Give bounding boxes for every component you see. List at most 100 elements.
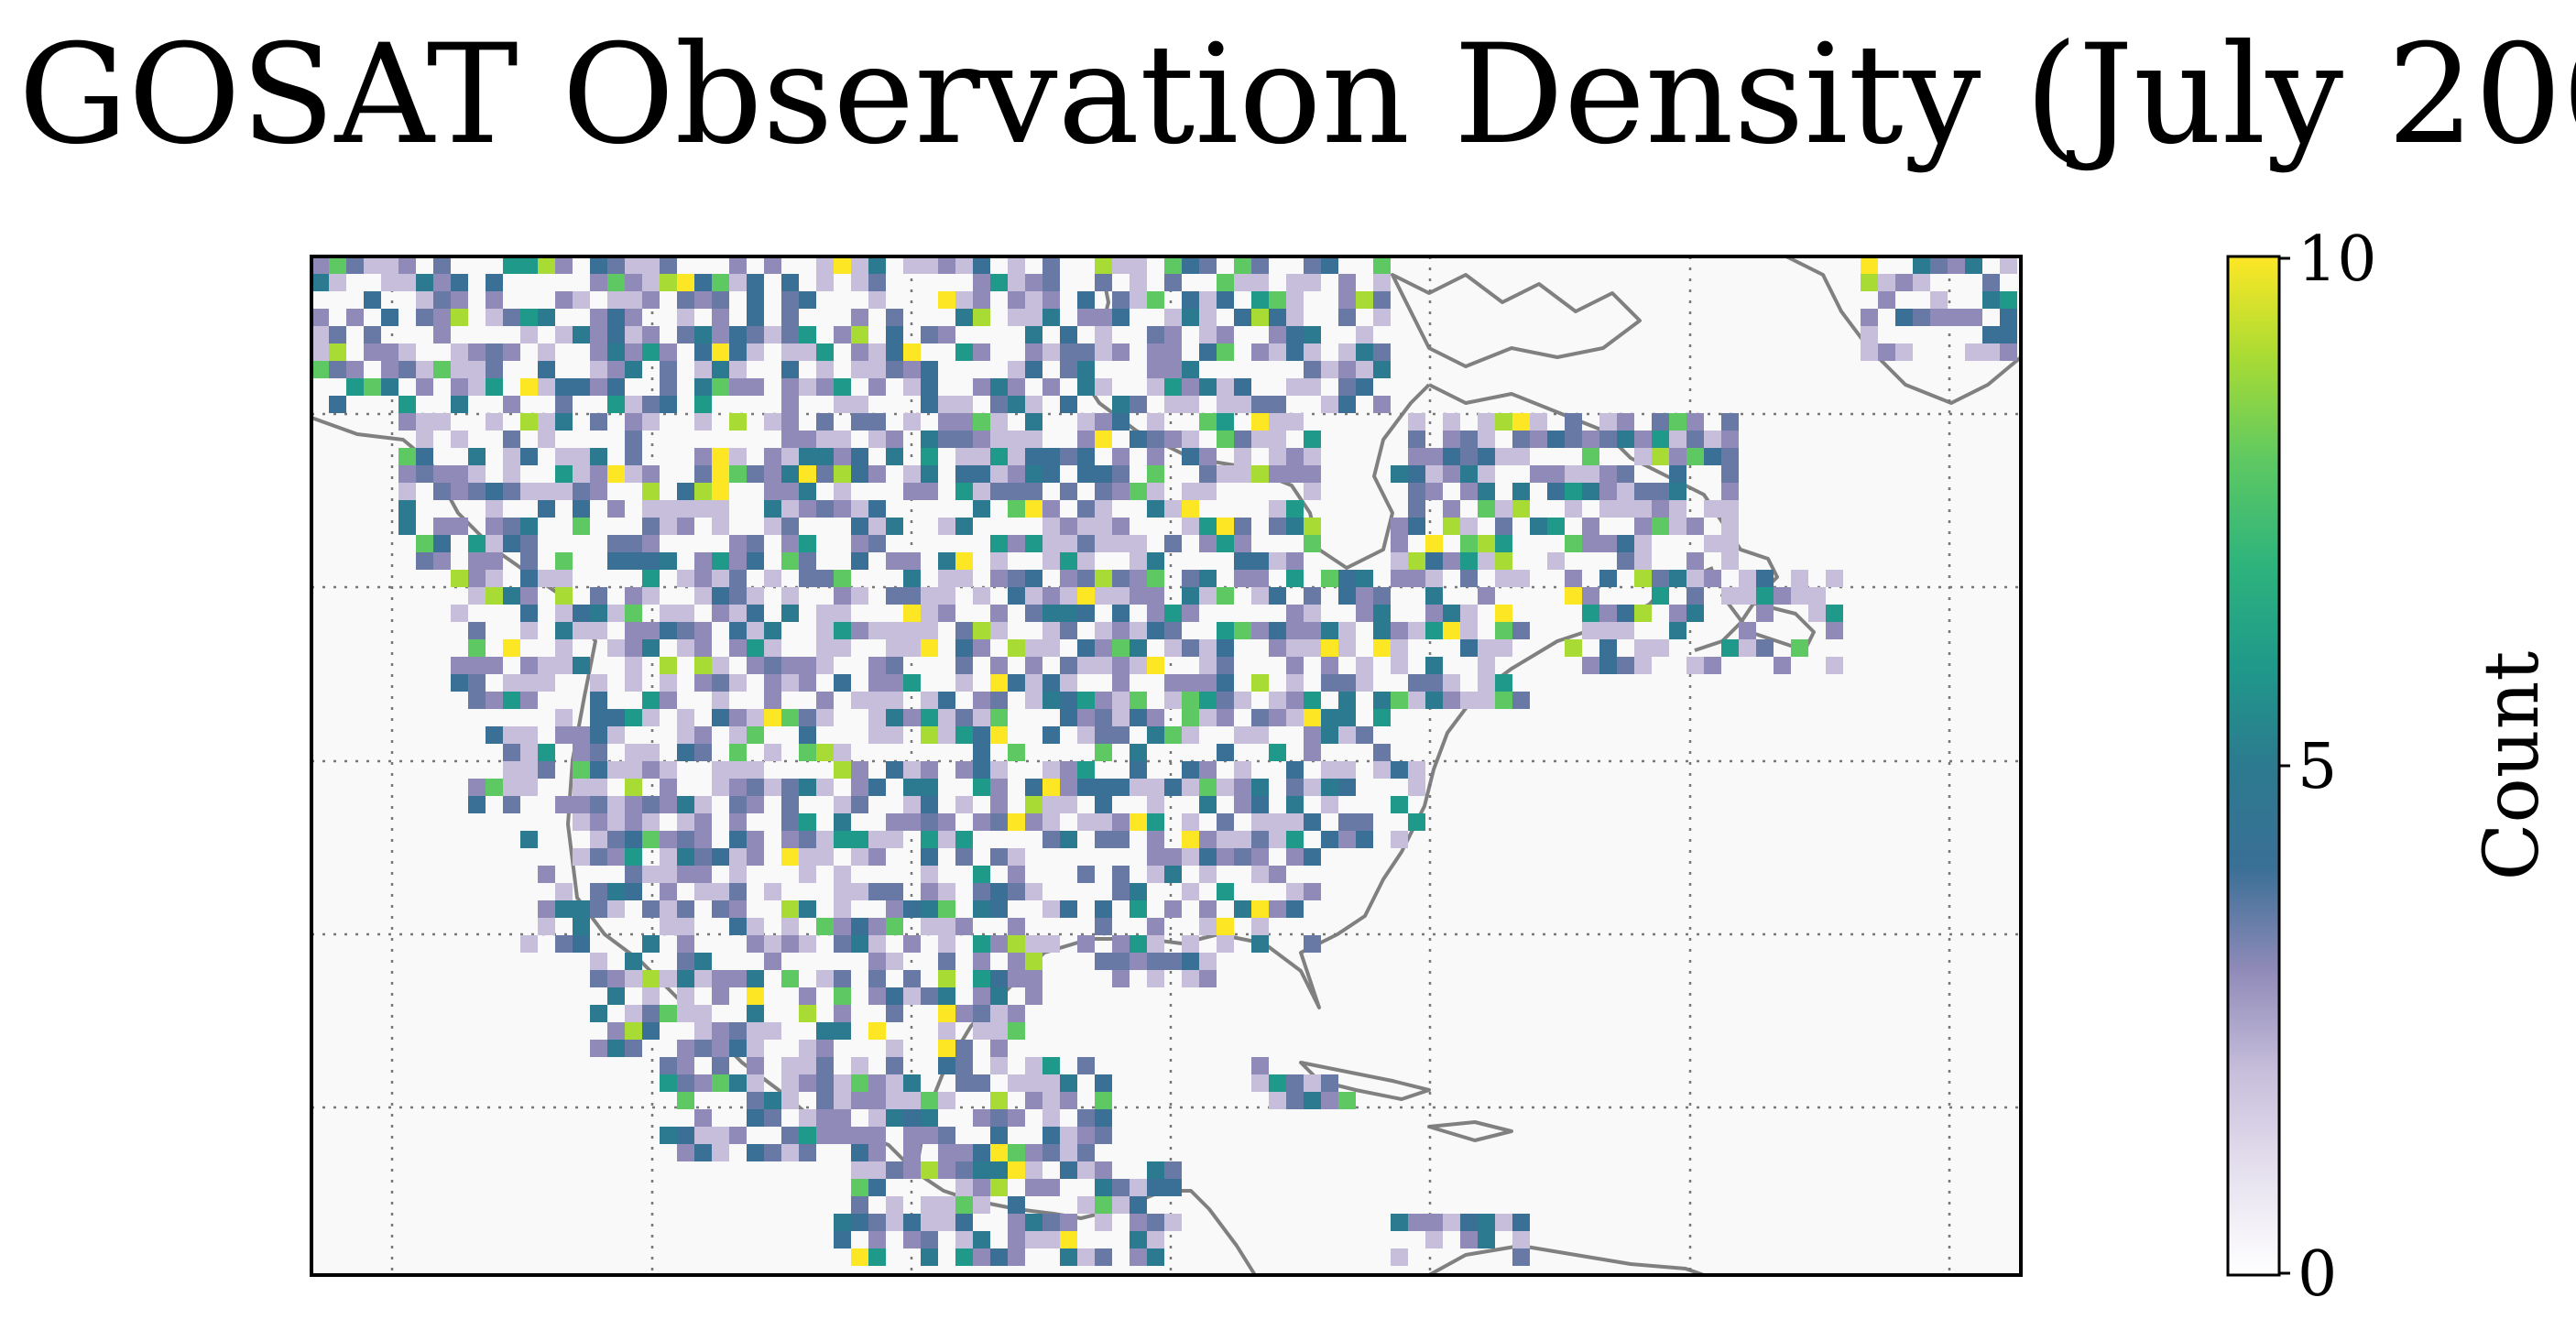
heatmap-cell bbox=[851, 883, 868, 900]
heatmap-cell bbox=[486, 309, 503, 326]
heatmap-cell bbox=[694, 796, 712, 813]
heatmap-cell bbox=[555, 291, 573, 309]
heatmap-cell bbox=[1060, 518, 1077, 535]
heatmap-cell bbox=[1304, 1074, 1321, 1092]
heatmap-cell bbox=[851, 1057, 868, 1074]
heatmap-cell bbox=[712, 1022, 729, 1040]
heatmap-cell bbox=[1599, 535, 1617, 552]
heatmap-cell bbox=[816, 831, 834, 848]
heatmap-cell bbox=[1077, 343, 1095, 361]
heatmap-cell bbox=[625, 1040, 642, 1057]
heatmap-cell bbox=[1251, 622, 1269, 639]
heatmap-cell bbox=[590, 744, 607, 761]
heatmap-cell bbox=[973, 692, 990, 709]
heatmap-cell bbox=[1373, 622, 1391, 639]
heatmap-cell bbox=[868, 1022, 886, 1040]
heatmap-cell bbox=[1356, 657, 1373, 674]
heatmap-cell bbox=[1112, 726, 1130, 744]
heatmap-cell bbox=[799, 552, 816, 570]
heatmap-cell bbox=[973, 500, 990, 518]
heatmap-cell bbox=[573, 326, 590, 343]
heatmap-cell bbox=[816, 639, 834, 657]
heatmap-cell bbox=[1025, 1231, 1042, 1248]
heatmap-cell bbox=[642, 535, 660, 552]
heatmap-cell bbox=[468, 483, 486, 500]
heatmap-cell bbox=[1147, 831, 1164, 848]
heatmap-cell bbox=[973, 726, 990, 744]
heatmap-cell bbox=[868, 535, 886, 552]
heatmap-cell bbox=[1669, 570, 1686, 587]
heatmap-cell bbox=[1060, 343, 1077, 361]
heatmap-cell bbox=[1042, 518, 1060, 535]
heatmap-cell bbox=[955, 709, 973, 726]
heatmap-cell bbox=[694, 587, 712, 605]
heatmap-cell bbox=[2000, 291, 2017, 309]
heatmap-cell bbox=[1391, 465, 1408, 483]
heatmap-cell bbox=[712, 987, 729, 1005]
heatmap-cell bbox=[764, 744, 781, 761]
heatmap-cell bbox=[799, 570, 816, 587]
heatmap-cell bbox=[1251, 274, 1269, 291]
heatmap-cell bbox=[1686, 657, 1704, 674]
heatmap-cell bbox=[816, 431, 834, 448]
heatmap-cell bbox=[1826, 605, 1843, 622]
heatmap-cell bbox=[538, 866, 555, 883]
heatmap-cell bbox=[1756, 570, 1774, 587]
heatmap-cell bbox=[903, 813, 921, 831]
heatmap-cell bbox=[1199, 674, 1217, 692]
heatmap-cell bbox=[1878, 343, 1895, 361]
heatmap-cell bbox=[1008, 674, 1025, 692]
heatmap-cell bbox=[1617, 657, 1634, 674]
heatmap-cell bbox=[520, 605, 538, 622]
heatmap-cell bbox=[1739, 622, 1756, 639]
heatmap-cell bbox=[329, 396, 346, 413]
heatmap-cell bbox=[868, 935, 886, 953]
heatmap-cell bbox=[1356, 831, 1373, 848]
heatmap-cell bbox=[555, 413, 573, 431]
heatmap-cell bbox=[625, 361, 642, 378]
heatmap-cell bbox=[938, 518, 955, 535]
heatmap-cell bbox=[1095, 378, 1112, 396]
heatmap-cell bbox=[1286, 831, 1304, 848]
heatmap-cell bbox=[642, 291, 660, 309]
heatmap-cell bbox=[921, 796, 938, 813]
heatmap-cell bbox=[1478, 483, 1495, 500]
heatmap-cell bbox=[1652, 413, 1669, 431]
heatmap-cell bbox=[1721, 518, 1739, 535]
heatmap-cell bbox=[1025, 883, 1042, 900]
heatmap-cell bbox=[1478, 413, 1495, 431]
heatmap-cell bbox=[1721, 639, 1739, 657]
heatmap-cell bbox=[764, 657, 781, 674]
heatmap-cell bbox=[1130, 1214, 1147, 1231]
heatmap-cell bbox=[1443, 465, 1460, 483]
heatmap-cell bbox=[555, 448, 573, 465]
heatmap-cell bbox=[1356, 674, 1373, 692]
heatmap-cell bbox=[834, 587, 851, 605]
heatmap-cell bbox=[694, 883, 712, 900]
heatmap-cell bbox=[1652, 518, 1669, 535]
heatmap-cell bbox=[955, 657, 973, 674]
heatmap-cell bbox=[1025, 483, 1042, 500]
heatmap-cell bbox=[660, 1127, 677, 1144]
heatmap-cell bbox=[1217, 848, 1234, 866]
heatmap-cell bbox=[1077, 761, 1095, 779]
heatmap-cell bbox=[1077, 813, 1095, 831]
heatmap-cell bbox=[886, 918, 903, 935]
heatmap-cell bbox=[1182, 431, 1199, 448]
heatmap-cell bbox=[1652, 587, 1669, 605]
heatmap-cell bbox=[834, 483, 851, 500]
heatmap-cell bbox=[1025, 413, 1042, 431]
heatmap-cell bbox=[781, 587, 799, 605]
heatmap-cell bbox=[747, 639, 764, 657]
heatmap-cell bbox=[607, 813, 625, 831]
heatmap-cell bbox=[311, 256, 329, 274]
heatmap-cell bbox=[1704, 657, 1721, 674]
heatmap-cell bbox=[1112, 605, 1130, 622]
heatmap-cell bbox=[938, 605, 955, 622]
heatmap-cell bbox=[1077, 361, 1095, 378]
heatmap-cell bbox=[694, 970, 712, 987]
heatmap-cell bbox=[955, 848, 973, 866]
heatmap-cell bbox=[642, 831, 660, 848]
heatmap-cell bbox=[834, 813, 851, 831]
heatmap-cell bbox=[1756, 605, 1774, 622]
